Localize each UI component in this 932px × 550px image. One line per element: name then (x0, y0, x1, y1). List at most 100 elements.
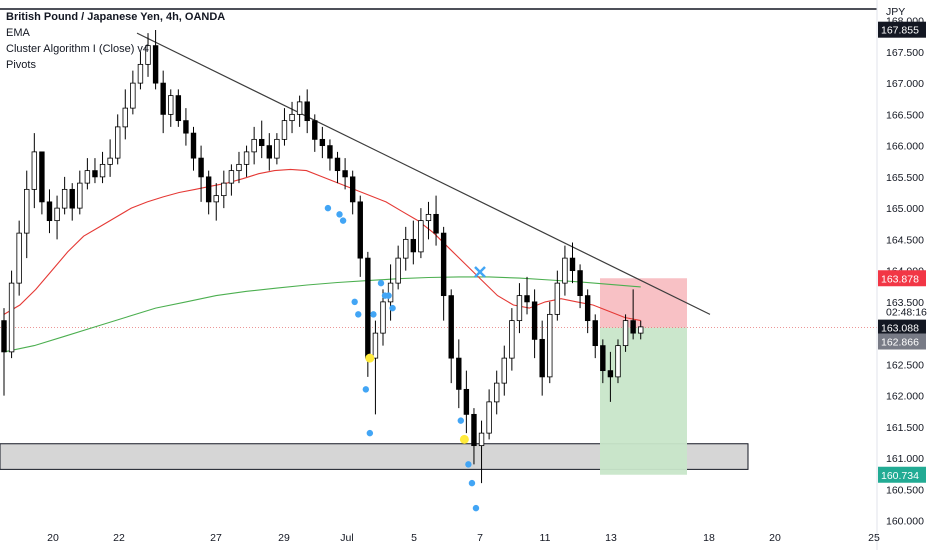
take-profit-zone[interactable] (600, 327, 687, 475)
candle-body (562, 257, 568, 284)
time-tick-label: 20 (769, 532, 781, 544)
candle (221, 170, 227, 209)
indicator-pivots[interactable]: Pivots (6, 59, 36, 71)
price-tick-label: 163.500 (886, 297, 924, 309)
candle (531, 289, 538, 359)
candle-body (584, 295, 591, 322)
candle (562, 245, 568, 296)
candle-body (478, 432, 485, 447)
candle-body (99, 163, 106, 178)
candle (39, 151, 45, 215)
signal-dot (362, 386, 370, 393)
time-tick-label: 5 (411, 532, 417, 544)
candle-body (107, 157, 113, 165)
candle-body (84, 170, 91, 184)
candle-body (115, 126, 121, 159)
candle (77, 170, 83, 215)
candle (168, 89, 174, 127)
candle (554, 270, 561, 321)
price-tag[interactable] (878, 21, 926, 38)
candle (372, 320, 379, 415)
candle (592, 314, 598, 359)
candle (115, 114, 121, 165)
candle (46, 189, 53, 234)
candle-body (425, 213, 432, 222)
price-tick-label: 165.000 (886, 203, 924, 215)
candle-body (509, 320, 515, 359)
candle (600, 339, 606, 384)
descending-trendline[interactable] (136, 32, 711, 315)
indicator-ema[interactable]: EMA (6, 27, 30, 39)
candle (425, 201, 432, 240)
candle-body (198, 157, 204, 178)
price-tag[interactable] (878, 333, 926, 350)
candle-body (531, 301, 538, 340)
stop-loss-zone[interactable] (600, 278, 687, 328)
candle (471, 408, 477, 465)
candle-body (456, 357, 462, 390)
candle-body (395, 257, 401, 284)
symbol-title[interactable]: British Pound / Japanese Yen, 4h, OANDA (6, 11, 226, 23)
time-tick-label: Jul (340, 532, 353, 544)
time-axis[interactable]: 20 22 27 29 Jul 5 7 11 13 18 20 25 (47, 532, 880, 544)
indicator-cluster-algorithm[interactable]: Cluster Algorithm I (Close) v4 (6, 43, 150, 55)
signal-dot (457, 417, 464, 424)
price-tick-label: 166.000 (886, 141, 924, 153)
candle-body (289, 113, 295, 122)
candle-body (471, 413, 477, 447)
candle (160, 70, 166, 134)
candle (296, 95, 303, 127)
price-tag[interactable] (878, 319, 926, 336)
candle (569, 242, 576, 284)
candle-body (319, 138, 326, 147)
signal-dot (355, 311, 362, 318)
candle-body (630, 320, 636, 334)
price-tick-label: 164.500 (886, 234, 924, 246)
candle-body (554, 282, 561, 315)
candle (175, 89, 182, 127)
candle (122, 89, 128, 140)
candle-body (607, 370, 614, 378)
candle-body (24, 188, 30, 234)
candle (16, 220, 22, 296)
price-tag[interactable] (878, 466, 926, 483)
candle (463, 370, 470, 434)
candle (107, 139, 113, 177)
candle-body (622, 320, 629, 347)
candle (259, 120, 265, 159)
candle-body (122, 107, 128, 128)
candle (357, 195, 363, 277)
candle (334, 151, 341, 184)
candle (1, 308, 7, 396)
candle-body (433, 213, 439, 234)
candle-body (61, 188, 68, 209)
candle-body (145, 45, 151, 65)
candle-body (296, 101, 303, 115)
candle (236, 151, 242, 184)
zones-layer (0, 278, 877, 475)
candle-body (357, 201, 363, 259)
candle-body (259, 138, 265, 147)
candle-body (592, 320, 598, 347)
candle-body (638, 326, 644, 334)
candle (638, 320, 644, 340)
candle (99, 151, 106, 184)
candle-body (31, 151, 38, 190)
candle-body (175, 95, 182, 122)
candle (607, 351, 614, 402)
candle (228, 164, 235, 196)
countdown-label: 02:48:16 (886, 307, 927, 319)
candle (130, 70, 136, 115)
price-tag-label: 162.866 (881, 337, 919, 349)
candle-body (600, 345, 606, 372)
candle (152, 30, 159, 90)
candle-body (418, 220, 424, 253)
price-tag[interactable] (878, 270, 926, 287)
pivot-marker (459, 434, 469, 444)
candle (448, 289, 454, 384)
candle (319, 126, 326, 159)
candle-body (539, 338, 545, 378)
candle-body (342, 170, 348, 178)
